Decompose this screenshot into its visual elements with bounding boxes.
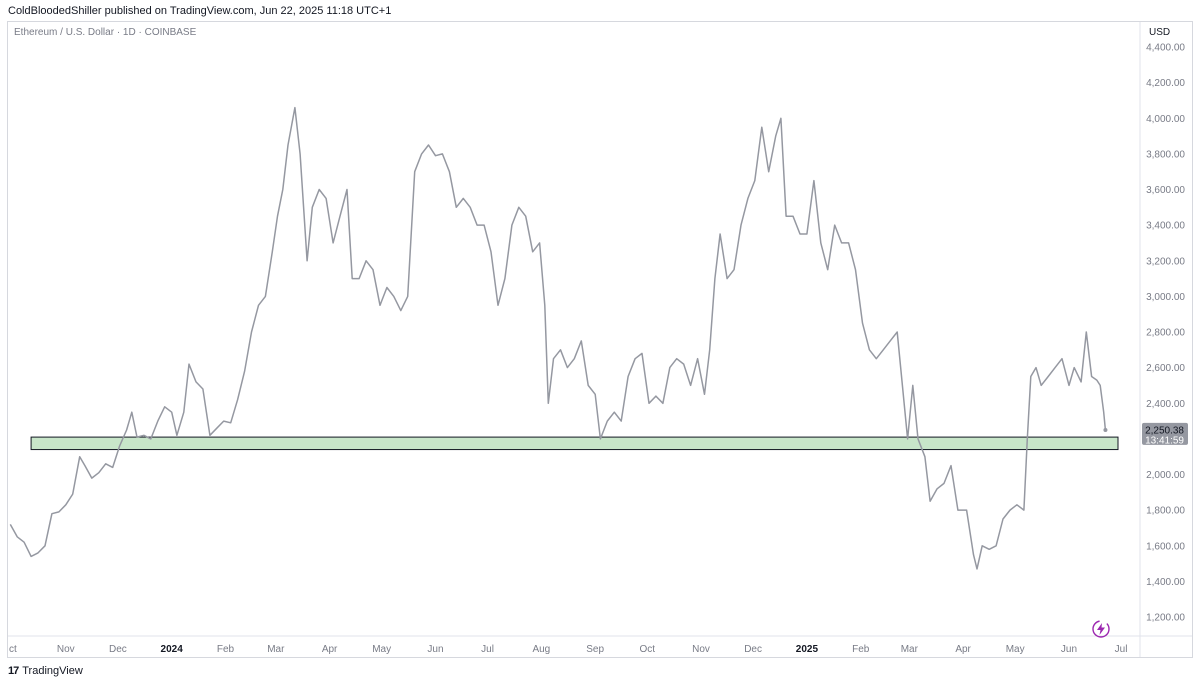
last-price-countdown: 13:41:59 bbox=[1145, 435, 1184, 446]
y-tick-label: 1,400.00 bbox=[1146, 577, 1185, 588]
y-tick-label: 2,400.00 bbox=[1146, 399, 1185, 410]
last-price-value: 2,250.38 bbox=[1145, 425, 1184, 436]
y-tick-label: 1,600.00 bbox=[1146, 541, 1185, 552]
last-price-tag-bg bbox=[1142, 422, 1188, 445]
publisher-line: ColdBloodedShiller published on TradingV… bbox=[8, 5, 392, 17]
symbol-description: Ethereum / U.S. Dollar · 1D · COINBASE bbox=[14, 27, 197, 38]
y-tick-label: 4,000.00 bbox=[1146, 114, 1185, 125]
price-line bbox=[9, 106, 1107, 570]
lightning-bolt-icon[interactable] bbox=[1091, 619, 1111, 639]
x-tick-label: Jul bbox=[481, 644, 494, 655]
chart-frame[interactable] bbox=[7, 21, 1193, 658]
x-tick-label: Dec bbox=[744, 644, 762, 655]
y-tick-label: 3,400.00 bbox=[1146, 221, 1185, 232]
y-tick-label: 3,200.00 bbox=[1146, 256, 1185, 267]
currency-label[interactable]: USD bbox=[1149, 27, 1171, 38]
tradingview-logo[interactable]: 17 TradingView bbox=[8, 665, 83, 677]
x-tick-label: Dec bbox=[109, 644, 127, 655]
price-axis[interactable]: 1,200.00 1,400.00 1,600.00 1,800.00 2,000.00… bbox=[1146, 43, 1185, 624]
y-tick-label: 3,600.00 bbox=[1146, 185, 1185, 196]
x-tick-label: Feb bbox=[852, 644, 870, 655]
x-tick-label: May bbox=[372, 644, 391, 655]
series-layer bbox=[9, 106, 1108, 570]
x-tick-label: Jul bbox=[1115, 644, 1128, 655]
last-point-marker bbox=[1103, 427, 1108, 432]
x-tick-label: ct bbox=[9, 644, 17, 655]
x-tick-label: Apr bbox=[322, 644, 338, 655]
x-tick-label: Apr bbox=[955, 644, 971, 655]
x-tick-label: Jun bbox=[427, 644, 443, 655]
tradingview-brand: TradingView bbox=[22, 665, 83, 677]
x-tick-label: Nov bbox=[692, 644, 710, 655]
x-tick-label: May bbox=[1006, 644, 1025, 655]
x-tick-label: Sep bbox=[586, 644, 604, 655]
x-tick-label: Jun bbox=[1061, 644, 1077, 655]
y-tick-label: 2,800.00 bbox=[1146, 328, 1185, 339]
x-tick-label: 2024 bbox=[161, 644, 184, 655]
x-tick-label: 2025 bbox=[796, 644, 819, 655]
y-tick-label: 4,400.00 bbox=[1146, 43, 1185, 54]
x-tick-label: Mar bbox=[267, 644, 285, 655]
y-tick-label: 4,200.00 bbox=[1146, 78, 1185, 89]
support-zone-layer bbox=[30, 436, 1119, 451]
time-axis[interactable]: ct Nov Dec 2024 Feb Mar Apr May Jun Jul Aug Sep Oct N… bbox=[9, 644, 1127, 655]
x-tick-label: Nov bbox=[57, 644, 75, 655]
y-tick-label: 1,800.00 bbox=[1146, 506, 1185, 517]
y-tick-label: 3,800.00 bbox=[1146, 149, 1185, 160]
support-zone-rect bbox=[30, 436, 1119, 451]
x-tick-label: Aug bbox=[532, 644, 550, 655]
y-tick-label: 2,000.00 bbox=[1146, 470, 1185, 481]
x-tick-label: Mar bbox=[901, 644, 919, 655]
y-tick-label: 3,000.00 bbox=[1146, 292, 1185, 303]
tradingview-logo-mark: 17 bbox=[8, 665, 19, 677]
x-tick-label: Oct bbox=[639, 644, 655, 655]
y-tick-label: 2,600.00 bbox=[1146, 363, 1185, 374]
y-tick-label: 1,200.00 bbox=[1146, 613, 1185, 624]
x-tick-label: Feb bbox=[217, 644, 235, 655]
